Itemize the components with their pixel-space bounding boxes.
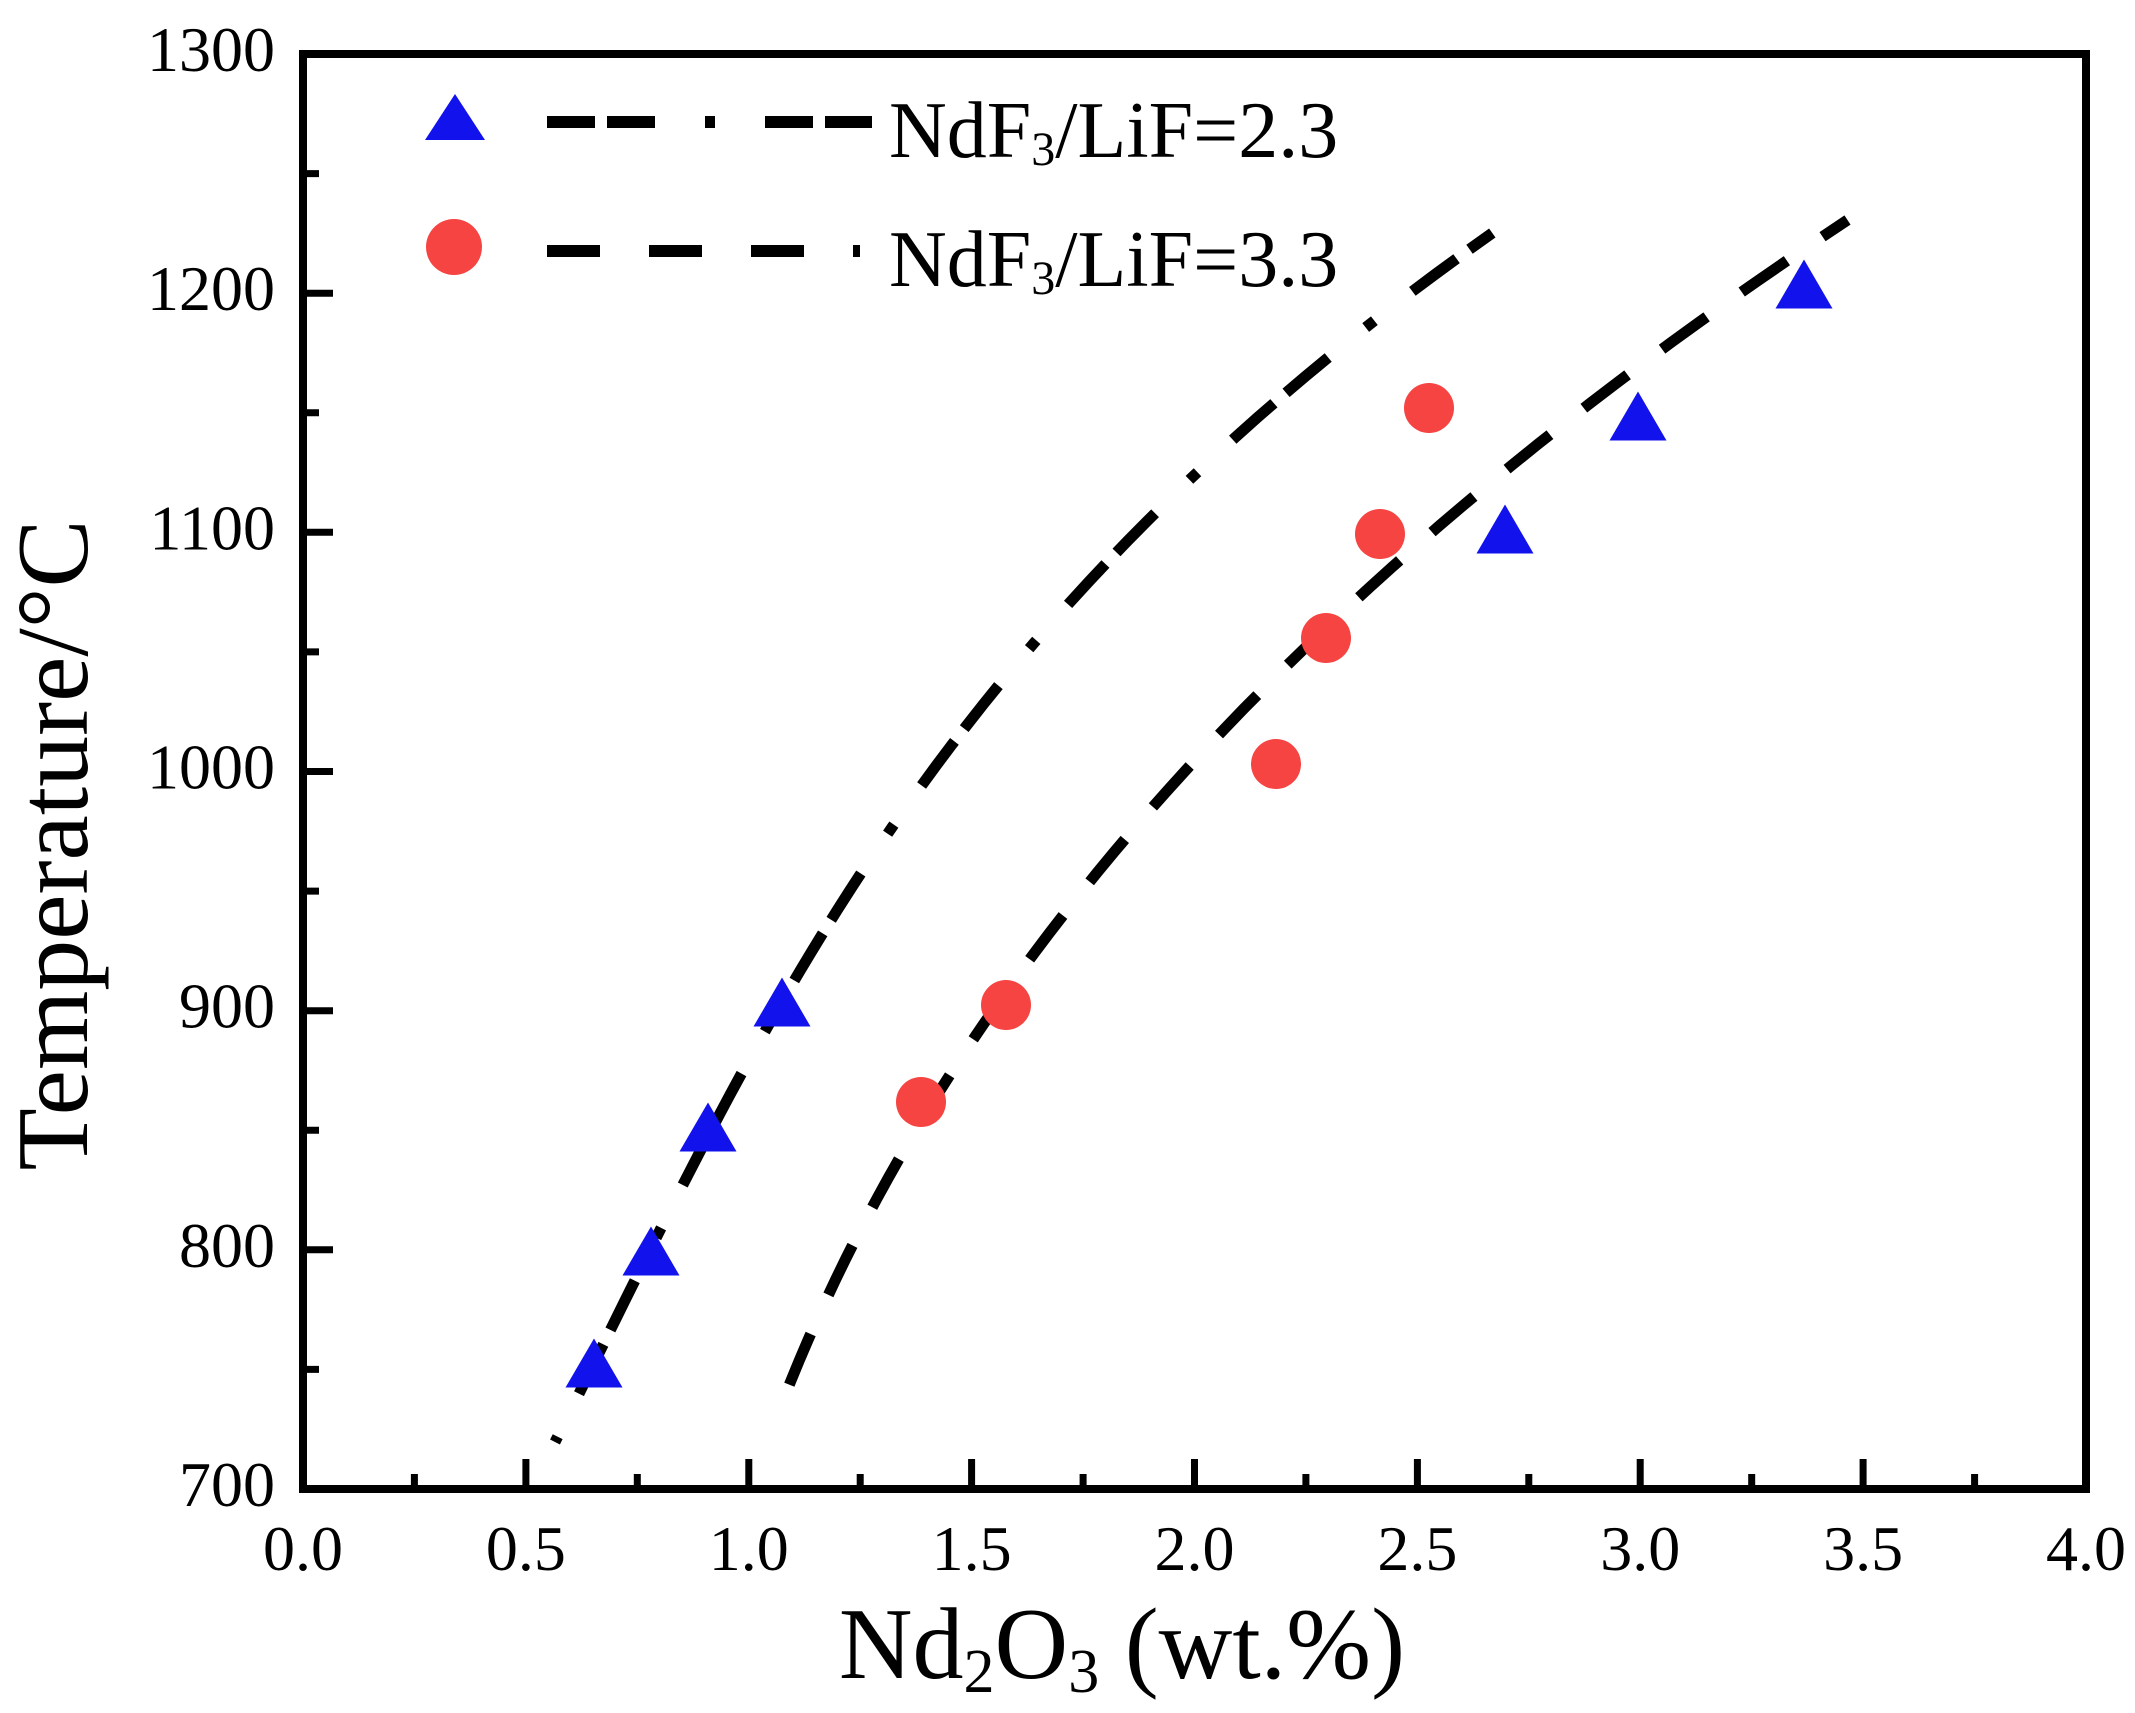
svg-text:NdF3/LiF=2.3: NdF3/LiF=2.3 [889,87,1338,176]
svg-text:4.0: 4.0 [2046,1513,2126,1584]
svg-text:NdF3/LiF=3.3: NdF3/LiF=3.3 [889,216,1338,305]
svg-text:700: 700 [179,1449,275,1520]
svg-text:0.5: 0.5 [486,1513,566,1584]
svg-text:Nd2O3 (wt.%): Nd2O3 (wt.%) [839,1588,1405,1706]
svg-text:0.0: 0.0 [263,1513,343,1584]
svg-text:1300: 1300 [147,14,275,85]
svg-text:Temperature/°C: Temperature/°C [0,519,110,1170]
svg-text:2.5: 2.5 [1377,1513,1457,1584]
svg-text:800: 800 [179,1210,275,1281]
svg-text:1000: 1000 [147,732,275,803]
svg-text:1100: 1100 [149,492,275,563]
svg-text:1.5: 1.5 [932,1513,1012,1584]
svg-text:1.0: 1.0 [709,1513,789,1584]
svg-text:1200: 1200 [147,253,275,324]
svg-text:3.5: 3.5 [1823,1513,1903,1584]
svg-text:900: 900 [179,971,275,1042]
svg-text:3.0: 3.0 [1600,1513,1680,1584]
svg-text:2.0: 2.0 [1155,1513,1235,1584]
